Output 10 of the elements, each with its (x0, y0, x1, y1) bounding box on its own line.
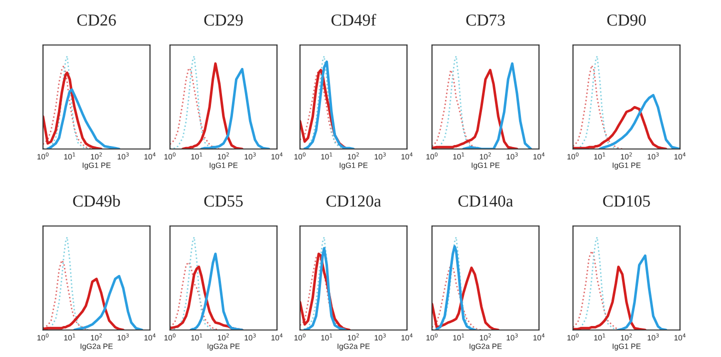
chart-title: CD49b (73, 194, 120, 207)
chart-title: CD73 (466, 14, 505, 26)
chart-title: CD105 (603, 195, 650, 207)
chart-title: CD140a (458, 195, 514, 207)
chart-title: CD55 (204, 196, 243, 207)
chart-title: CD29 (204, 14, 243, 26)
chart-title: CD90 (607, 14, 646, 26)
chart-title: CD120a (326, 195, 382, 207)
chart-title: CD49f (332, 14, 376, 26)
chart-title: CD26 (77, 14, 116, 26)
